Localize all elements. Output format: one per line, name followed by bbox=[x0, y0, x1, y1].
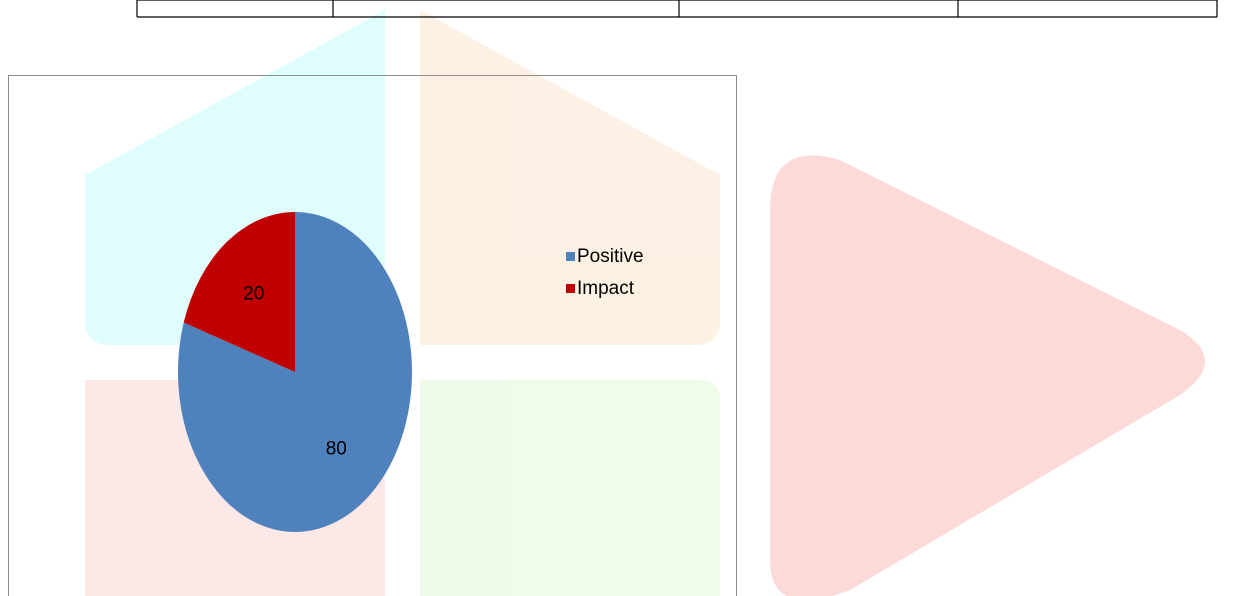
legend-swatch bbox=[566, 284, 575, 293]
data-label: 80 bbox=[326, 439, 347, 460]
legend-label: Impact bbox=[577, 278, 635, 299]
chart-frame bbox=[8, 75, 737, 596]
watermark-shape bbox=[420, 10, 720, 345]
data-label: 20 bbox=[243, 283, 264, 304]
chart: 80 20 Positive Impact bbox=[178, 212, 644, 532]
legend-label: Positive bbox=[577, 246, 644, 267]
table-fragment bbox=[136, 0, 1218, 18]
watermark-shape bbox=[420, 380, 720, 596]
pie-slice bbox=[183, 212, 295, 372]
legend-swatch bbox=[566, 252, 575, 261]
watermark-shape bbox=[770, 155, 1205, 596]
